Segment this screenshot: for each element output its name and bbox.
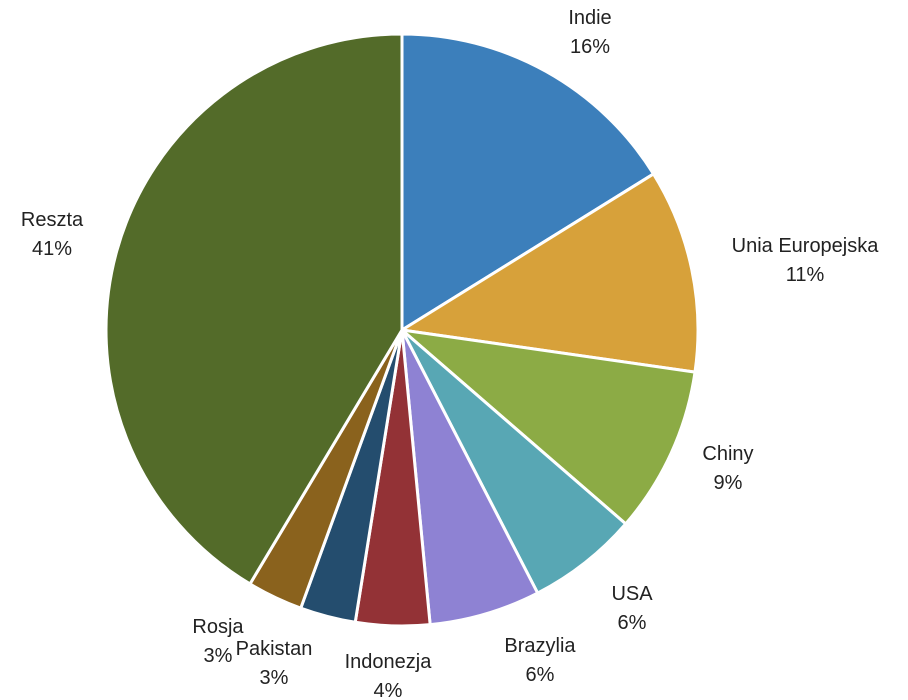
data-label-category: Reszta: [21, 209, 84, 231]
pie-slice-unia-europejska: [400, 172, 700, 374]
data-label-category: Rosja: [192, 616, 244, 638]
data-label-usa: USA 6%: [611, 583, 653, 634]
data-label-reszta: Reszta 41%: [21, 209, 84, 260]
data-label-value: 41%: [32, 238, 72, 260]
pie-labels: Indie 16%Unia Europejska 11%Chiny 9%USA 6%Br…: [21, 7, 879, 700]
data-label-value: 4%: [374, 680, 403, 700]
pie-slice-chiny: [400, 328, 697, 526]
data-label-brazylia: Brazylia 6%: [504, 635, 576, 686]
data-label-category: Indie: [568, 7, 611, 29]
data-label-unia-europejska: Unia Europejska 11%: [732, 235, 880, 286]
data-label-category: Chiny: [702, 443, 753, 465]
data-label-category: Pakistan: [236, 638, 313, 660]
pie-slice-indie: [400, 32, 656, 332]
data-label-category: Indonezja: [345, 651, 433, 673]
data-label-chiny: Chiny 9%: [702, 443, 753, 494]
data-label-value: 16%: [570, 36, 610, 58]
data-label-indie: Indie 16%: [568, 7, 611, 58]
pie-slice-reszta: [104, 32, 404, 586]
pie-slices: [104, 32, 700, 628]
data-label-category: USA: [611, 583, 653, 605]
data-label-value: 11%: [786, 264, 825, 286]
data-label-pakistan: Pakistan 3%: [236, 638, 313, 689]
data-label-value: 6%: [618, 612, 647, 634]
data-label-value: 3%: [260, 667, 289, 689]
data-label-value: 9%: [714, 472, 743, 494]
data-label-indonezja: Indonezja 4%: [345, 651, 433, 700]
data-label-value: 3%: [204, 645, 233, 667]
data-label-category: Brazylia: [504, 635, 576, 657]
data-label-value: 6%: [526, 664, 555, 686]
data-label-category: Unia Europejska: [732, 235, 880, 257]
data-label-rosja: Rosja 3%: [192, 616, 244, 667]
